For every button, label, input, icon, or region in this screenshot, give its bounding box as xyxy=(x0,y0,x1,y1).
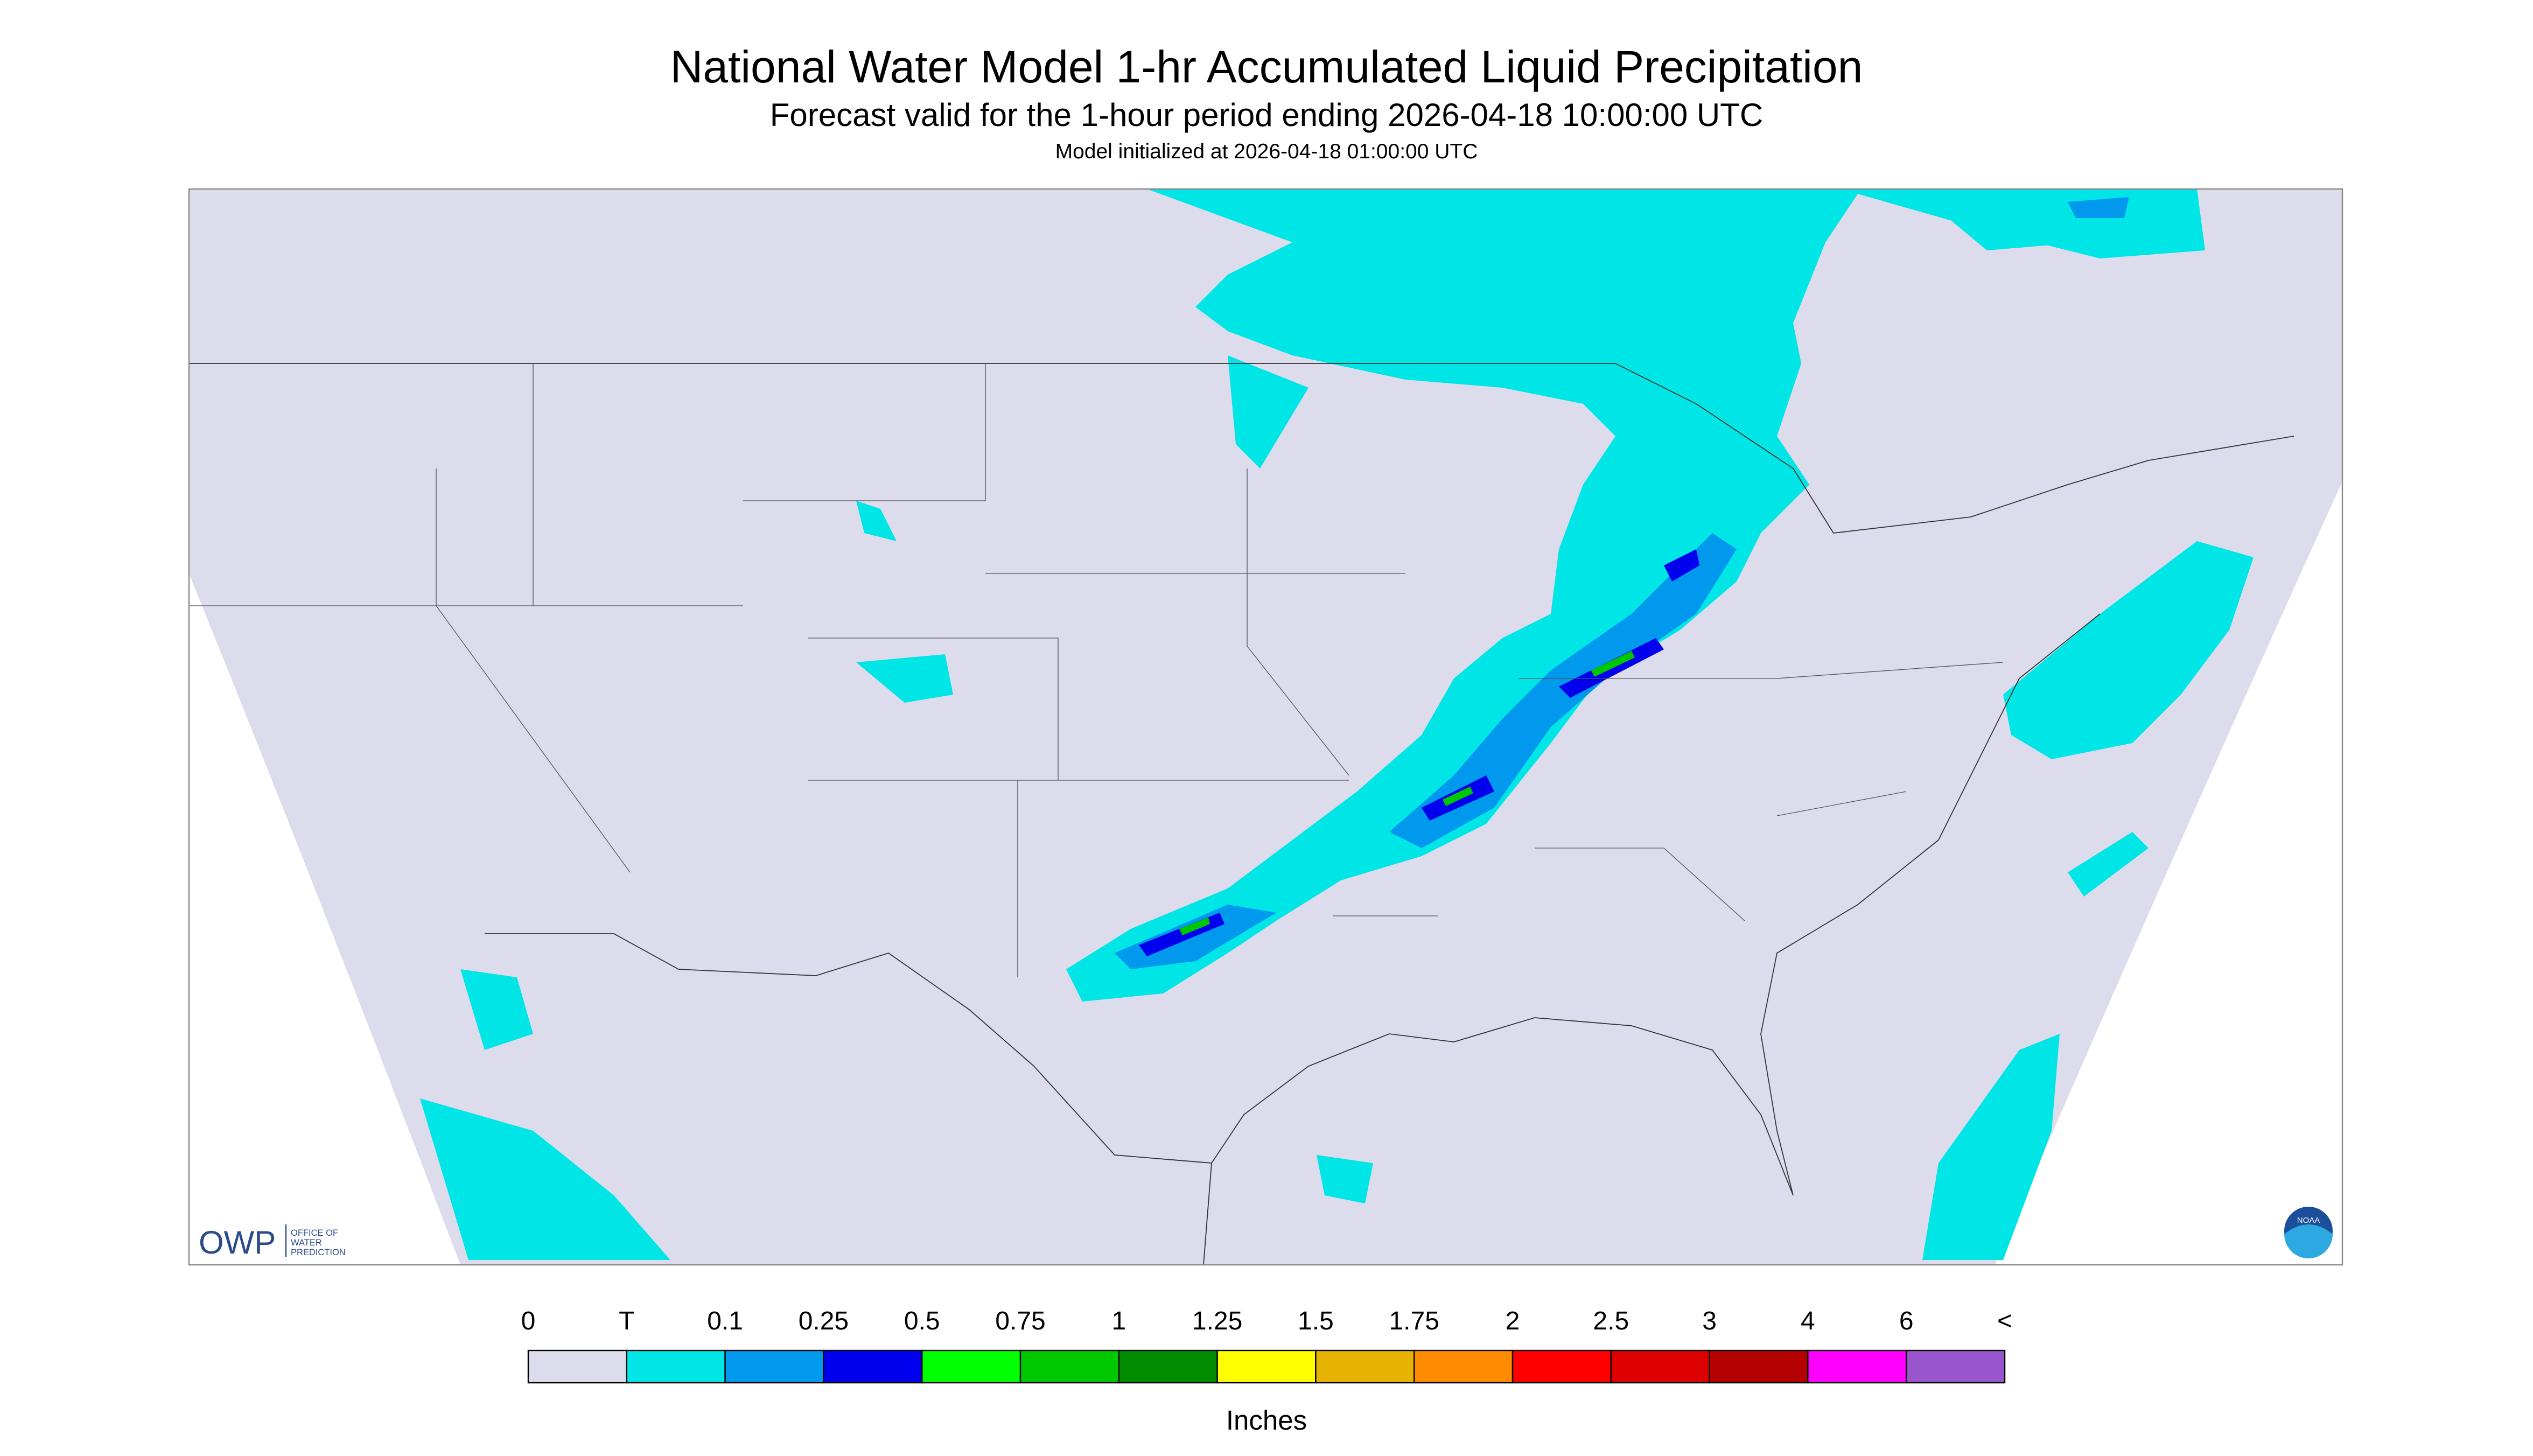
legend-label: 2 xyxy=(1506,1307,1520,1335)
precip-patch xyxy=(1317,1155,1373,1204)
precip-patch xyxy=(1228,355,1309,469)
owp-name: PREDICTION xyxy=(291,1248,346,1257)
legend-label: 0.25 xyxy=(799,1307,849,1335)
map-frame xyxy=(188,188,2343,1266)
legend-label: 4 xyxy=(1801,1307,1815,1335)
legend-swatch xyxy=(823,1349,923,1384)
title: National Water Model 1-hr Accumulated Li… xyxy=(670,41,1863,92)
legend-label: < xyxy=(1997,1307,2012,1335)
legend-swatch xyxy=(1610,1349,1710,1384)
legend-swatch xyxy=(1118,1349,1218,1384)
legend-label: 0.1 xyxy=(707,1307,743,1335)
outside-domain xyxy=(1995,481,2342,1265)
legend-swatch xyxy=(921,1349,1021,1384)
noaa-text: NOAA xyxy=(2297,1216,2320,1225)
precip-patch xyxy=(2068,832,2149,897)
legend-label: 0.75 xyxy=(995,1307,1045,1335)
map: OWP OFFICE OF WATER PREDICTION NOAA xyxy=(188,188,2343,1266)
precip-patch xyxy=(420,1098,670,1261)
legend-label: 1.5 xyxy=(1298,1307,1334,1335)
legend-swatch xyxy=(527,1349,628,1384)
mexico-border xyxy=(485,933,1212,1265)
legend-label: 0.5 xyxy=(904,1307,940,1335)
precip-patch xyxy=(1939,191,2205,251)
legend-label: 0 xyxy=(521,1307,536,1335)
noaa-wave xyxy=(2284,1224,2333,1259)
legend-swatch xyxy=(1216,1349,1317,1384)
legend-swatch xyxy=(1905,1349,2006,1384)
legend-label: 1.75 xyxy=(1389,1307,1439,1335)
legend-swatch xyxy=(1315,1349,1415,1384)
legend-swatch xyxy=(1807,1349,1907,1384)
legend-swatch xyxy=(1512,1349,1612,1384)
precip-core xyxy=(1179,918,1210,936)
legend-swatch xyxy=(724,1349,824,1384)
precip-band xyxy=(1066,189,2205,1002)
legend-label: 1.25 xyxy=(1192,1307,1242,1335)
coastline xyxy=(1211,613,2101,1196)
boundaries xyxy=(189,363,2294,1265)
precip-band xyxy=(1115,905,1276,970)
owp-name: WATER xyxy=(291,1238,322,1248)
precip-patch xyxy=(1922,1034,2060,1261)
precip-streak xyxy=(1664,549,1699,582)
state-lines xyxy=(189,363,2004,978)
precip-patch xyxy=(2003,541,2254,760)
canada-border xyxy=(189,363,2294,534)
init-time: Model initialized at 2026-04-18 01:00:00… xyxy=(1055,140,1478,163)
precip-patch xyxy=(856,654,953,703)
legend-label: 1 xyxy=(1111,1307,1126,1335)
legend-swatch xyxy=(1709,1349,1809,1384)
legend-swatch xyxy=(626,1349,726,1384)
legend-label: 2.5 xyxy=(1593,1307,1629,1335)
legend-label: T xyxy=(619,1307,634,1335)
precip-patch xyxy=(856,501,897,542)
legend-swatch xyxy=(1414,1349,1514,1384)
precip-patch xyxy=(460,969,533,1051)
precip-trace xyxy=(420,189,2254,1261)
precip-core xyxy=(1443,787,1473,807)
precip-heavy xyxy=(1179,651,1635,936)
legend-label: 3 xyxy=(1702,1307,1717,1335)
precip-patch xyxy=(2068,197,2129,219)
legend-unit: Inches xyxy=(1226,1405,1307,1436)
precip-core xyxy=(1591,651,1635,677)
owp-logo: OWP xyxy=(199,1224,276,1261)
subtitle: Forecast valid for the 1-hour period end… xyxy=(770,97,1763,133)
owp-name: OFFICE OF xyxy=(291,1228,338,1238)
legend-label: 6 xyxy=(1899,1307,1914,1335)
outside-domain xyxy=(189,573,460,1265)
domain xyxy=(189,189,2342,1265)
legend-swatch xyxy=(1019,1349,1120,1384)
legend: 0 T 0.1 0.25 0.5 0.75 1 1.25 1.5 1.75 2 2.5 3 4 6 < xyxy=(521,1307,2012,1384)
